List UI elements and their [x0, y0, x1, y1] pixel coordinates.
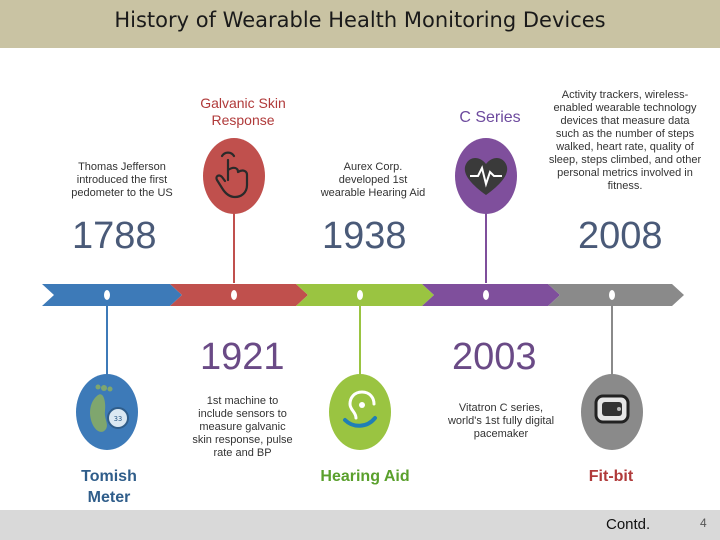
- year-1788: 1788: [72, 215, 157, 257]
- heart-pulse-icon: [464, 158, 508, 195]
- footprint-icon: 33: [90, 384, 129, 432]
- footer-bar: [0, 510, 720, 540]
- year-1938: 1938: [322, 215, 407, 257]
- description-1921: 1st machine to include sensors to measur…: [192, 395, 293, 459]
- timeline-dot-2003: [483, 290, 489, 300]
- label-c-series: C Series: [459, 109, 521, 126]
- hand-touch-icon: [215, 151, 249, 199]
- timeline-dot-1788: [104, 290, 110, 300]
- continued-label: Contd.: [606, 516, 651, 533]
- ear-icon: [343, 390, 377, 428]
- label-galvanic-skin-response: Galvanic Skin Response: [200, 95, 286, 128]
- timeline-dot-1938: [357, 290, 363, 300]
- arrow-segment-blue: [42, 284, 182, 306]
- description-1938: Aurex Corp. developed 1st wearable Heari…: [320, 161, 426, 199]
- timeline-dot-1921: [231, 290, 237, 300]
- oval-1938: [329, 374, 391, 450]
- page-title: History of Wearable Health Monitoring De…: [114, 8, 606, 32]
- year-1921: 1921: [200, 336, 285, 378]
- label-hearing-aid: Hearing Aid: [320, 468, 410, 485]
- arrow-segment-red: [170, 284, 308, 306]
- arrow-segment-purple: [422, 284, 560, 306]
- title-bar: [0, 0, 720, 48]
- fitness-band-icon: [594, 394, 630, 424]
- oval-1921: [203, 138, 265, 214]
- description-2003: Vitatron C series, world's 1st fully dig…: [447, 402, 555, 440]
- description-2008: Activity trackers, wireless-enabled wear…: [548, 89, 702, 192]
- svg-text:33: 33: [114, 415, 122, 423]
- year-2003: 2003: [452, 336, 537, 378]
- description-1788: Thomas Jefferson introduced the first pe…: [71, 161, 173, 199]
- year-2008: 2008: [578, 215, 663, 257]
- oval-1788: [76, 374, 138, 450]
- arrow-segment-gray: [548, 284, 684, 306]
- label-tomish-meter: Tomish Meter: [81, 468, 137, 506]
- timeline-dot-2008: [609, 290, 615, 300]
- arrow-segment-green: [296, 284, 434, 306]
- label-fit-bit: Fit-bit: [588, 468, 634, 485]
- page-number: 4: [700, 516, 707, 530]
